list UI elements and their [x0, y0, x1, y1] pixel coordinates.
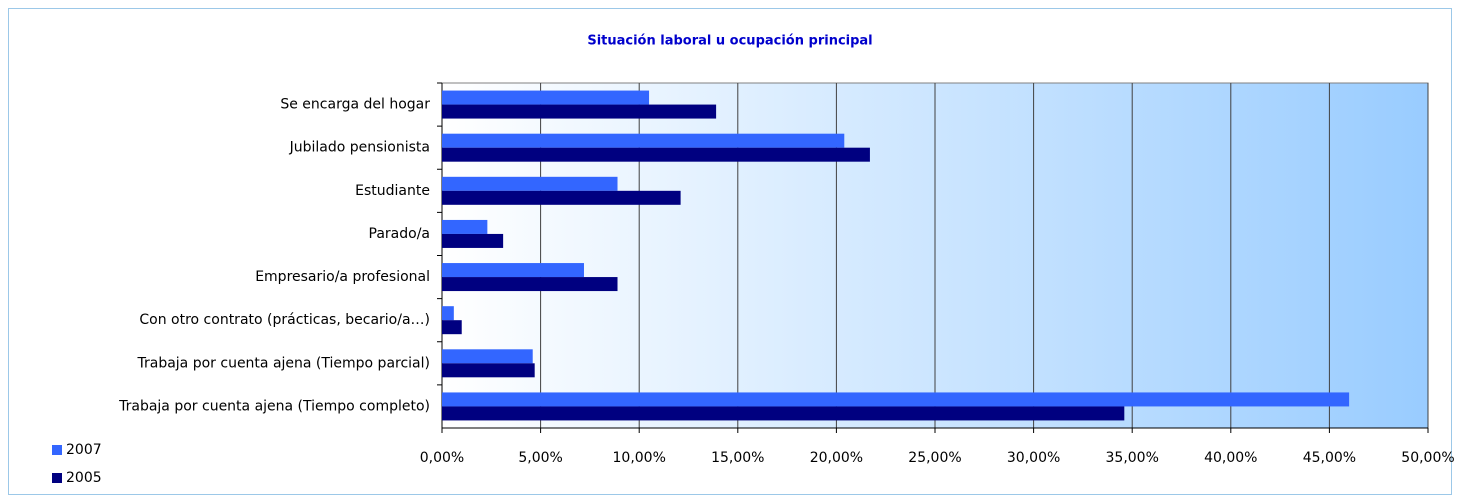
x-tick-label: 40,00% [1204, 450, 1257, 466]
bar [442, 233, 504, 248]
y-tick-label: Trabaja por cuenta ajena (Tiempo complet… [118, 398, 430, 414]
x-tick-label: 35,00% [1106, 450, 1159, 466]
legend-label: 2007 [66, 442, 102, 458]
x-tick-label: 25,00% [908, 450, 961, 466]
bar [442, 90, 650, 105]
legend-swatch [52, 445, 62, 455]
legend-label: 2005 [66, 470, 102, 486]
x-tick-label: 10,00% [613, 450, 666, 466]
x-tick-label: 0,00% [420, 450, 464, 466]
bar [442, 190, 681, 205]
bar [442, 392, 1350, 407]
bar [442, 147, 870, 162]
bar [442, 176, 618, 191]
bar [442, 133, 845, 148]
x-tick-label: 45,00% [1303, 450, 1356, 466]
bar [442, 104, 717, 119]
bar [442, 219, 488, 234]
bar [442, 306, 454, 321]
x-tick-label: 50,00% [1401, 450, 1454, 466]
bar [442, 349, 533, 364]
y-tick-label: Trabaja por cuenta ajena (Tiempo parcial… [137, 355, 431, 371]
bar [442, 320, 462, 335]
y-tick-label: Con otro contrato (prácticas, becario/a…… [139, 312, 430, 328]
y-tick-label: Parado/a [369, 226, 430, 242]
chart-title: Situación laboral u ocupación principal [587, 34, 872, 49]
y-tick-label: Jubilado pensionista [289, 140, 430, 156]
y-tick-label: Estudiante [355, 183, 430, 199]
bar [442, 406, 1125, 421]
y-tick-label: Se encarga del hogar [280, 97, 430, 113]
bar [442, 263, 584, 278]
x-tick-label: 20,00% [810, 450, 863, 466]
x-tick-label: 30,00% [1007, 450, 1060, 466]
y-tick-label: Empresario/a profesional [255, 269, 430, 285]
bar [442, 277, 618, 292]
x-tick-label: 5,00% [518, 450, 562, 466]
bar [442, 363, 535, 378]
x-tick-label: 15,00% [711, 450, 764, 466]
legend-swatch [52, 473, 62, 483]
